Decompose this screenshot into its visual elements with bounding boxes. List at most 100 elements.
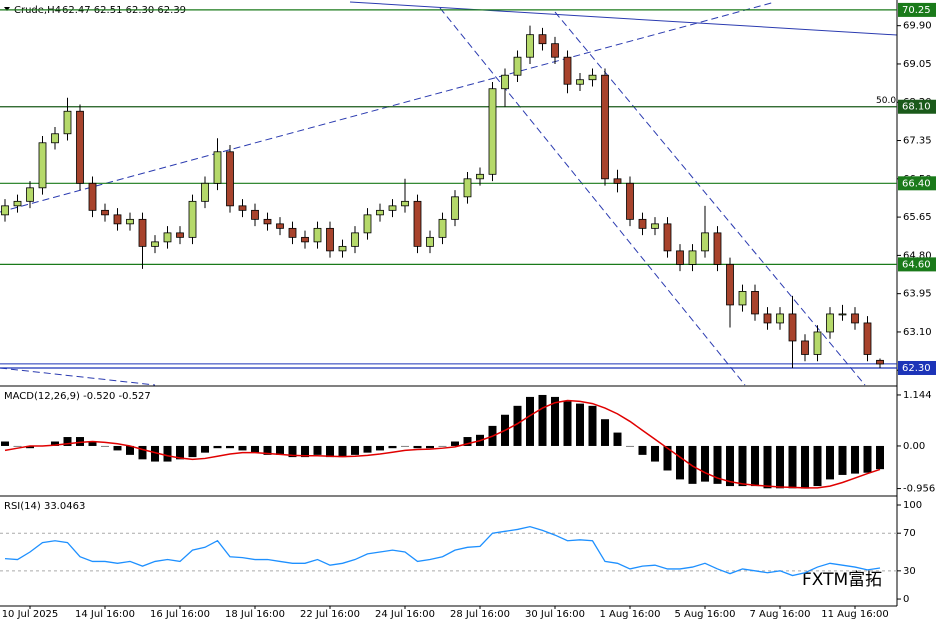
y-tick-label: 63.95 (903, 289, 932, 300)
macd-bar (326, 445, 334, 458)
candle-body (851, 313, 859, 324)
macd-bar (401, 445, 409, 447)
candle-body (376, 209, 384, 216)
level-tag (898, 257, 936, 272)
candle-body (601, 74, 609, 180)
macd-bar (538, 394, 547, 446)
candle-body (38, 142, 47, 189)
candle-body (76, 110, 84, 184)
macd-bar (388, 445, 397, 449)
macd-bar (576, 403, 584, 446)
x-tick-label: 1 Aug 16:00 (599, 609, 660, 620)
candle-body (526, 34, 534, 58)
macd-bar (438, 445, 447, 447)
level-label: 68.10 (902, 102, 931, 113)
candle-body (713, 232, 722, 265)
macd-bar (213, 445, 222, 449)
x-tick-label: 28 Jul 16:00 (450, 609, 510, 620)
level-label: 66.40 (902, 178, 931, 189)
macd-bar (238, 445, 247, 451)
macd-bar (713, 445, 722, 484)
dropdown-icon (4, 7, 10, 11)
macd-bar (851, 445, 859, 474)
x-tick-label: 11 Aug 16:00 (821, 609, 888, 620)
candle-body (101, 209, 109, 216)
macd-bar (626, 445, 634, 447)
macd-bar (13, 445, 22, 447)
candle-body (226, 151, 234, 207)
macd-bar (113, 445, 122, 451)
level-tag (898, 2, 936, 17)
candle-body (538, 34, 547, 45)
macd-bar (551, 396, 559, 446)
macd-bar (413, 445, 422, 449)
candle-body (751, 291, 759, 315)
candle-body (738, 291, 747, 306)
y-tick-label: 69.90 (903, 21, 932, 32)
macd-bar (526, 396, 534, 446)
candle-body (801, 340, 809, 355)
x-tick-label: 7 Aug 16:00 (749, 609, 810, 620)
candle-body (176, 232, 184, 238)
macd-bar (451, 441, 459, 446)
candle-body (501, 74, 509, 90)
macd-bar (826, 445, 834, 480)
candle-body (488, 88, 497, 175)
macd-bar (701, 445, 709, 482)
macd-bar (251, 445, 259, 453)
macd-bar (588, 405, 597, 446)
candle-body (876, 359, 884, 365)
macd-bar (813, 445, 822, 487)
y-tick-label: 65.65 (903, 212, 932, 223)
y-tick-label: -0.956 (903, 484, 935, 495)
macd-bar (26, 445, 34, 449)
macd-bar (638, 445, 647, 455)
macd-bar (301, 445, 309, 458)
candle-body (1, 205, 9, 216)
candle-body (88, 182, 97, 211)
macd-bar (513, 405, 522, 446)
macd-bar (226, 445, 234, 449)
candle-body (326, 227, 334, 252)
macd-bar (763, 445, 772, 489)
macd-bar (738, 445, 747, 487)
candle-body (251, 209, 259, 220)
y-tick-label: 70 (903, 528, 916, 539)
macd-bar (863, 445, 872, 473)
candle-body (463, 178, 472, 198)
macd-bar (838, 445, 847, 475)
candle-body (338, 245, 347, 252)
trendline (439, 7, 746, 386)
candle-body (238, 205, 247, 211)
candle-body (263, 218, 272, 225)
x-tick-label: 5 Aug 16:00 (674, 609, 735, 620)
candle-body (451, 196, 459, 220)
y-tick-label: 69.05 (903, 59, 932, 70)
candle-body (813, 331, 822, 355)
x-tick-label: 16 Jul 16:00 (150, 609, 210, 620)
candle-body (776, 313, 784, 324)
candle-body (701, 232, 709, 252)
candle-body (138, 218, 147, 247)
candle-body (13, 200, 22, 207)
candle-body (576, 79, 584, 85)
x-tick-label: 18 Jul 16:00 (225, 609, 285, 620)
candle-body (626, 182, 634, 220)
y-tick-label: 100 (903, 500, 922, 511)
candle-body (151, 241, 159, 247)
candle-body (51, 133, 59, 144)
trendline (0, 367, 156, 386)
candle-body (551, 43, 559, 58)
candle-body (213, 151, 222, 184)
candle-body (613, 178, 622, 184)
candle-body (726, 263, 734, 306)
macd-bar (751, 445, 759, 487)
macd-bar (176, 445, 184, 460)
y-tick-label: 0.00 (903, 441, 925, 452)
y-tick-label: 63.10 (903, 327, 932, 338)
macd-bar (76, 437, 84, 446)
level-note: 50.0 (876, 96, 896, 106)
macd-bar (363, 445, 372, 453)
